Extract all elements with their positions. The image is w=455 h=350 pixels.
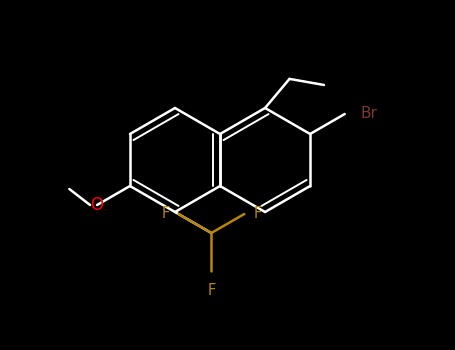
Text: F: F — [253, 206, 262, 222]
Text: F: F — [207, 283, 216, 298]
Text: O: O — [91, 196, 104, 214]
Text: Br: Br — [361, 106, 378, 121]
Text: F: F — [161, 206, 169, 222]
